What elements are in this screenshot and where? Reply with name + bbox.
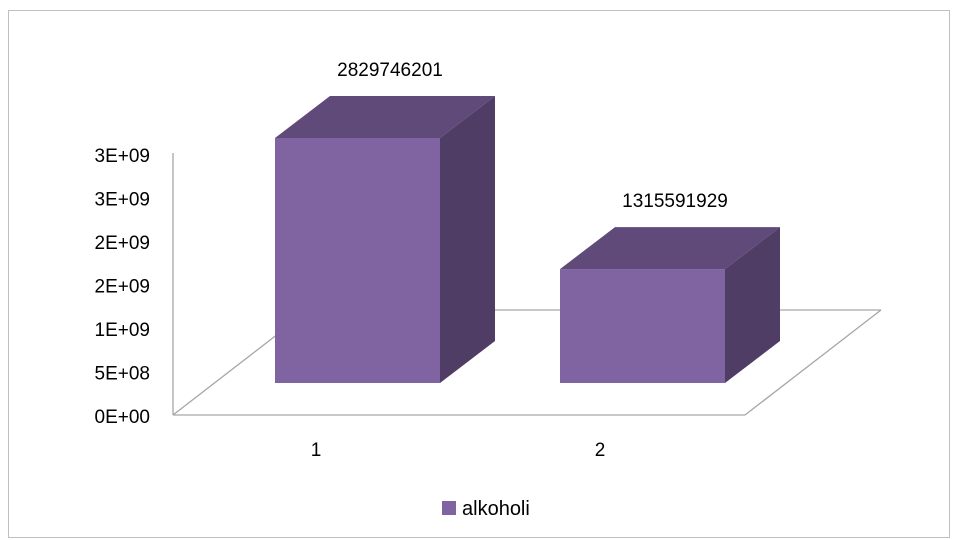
bars: [275, 96, 780, 383]
y-tick-label: 2E+09: [95, 233, 150, 254]
legend-label: alkoholi: [462, 498, 530, 520]
chart-frame: [8, 10, 950, 538]
bar-front-face: [560, 269, 725, 383]
legend: alkoholi: [442, 498, 530, 520]
y-tick-label: 3E+09: [95, 146, 150, 167]
y-tick-label: 5E+08: [95, 364, 150, 385]
y-tick-label: 2E+09: [95, 277, 150, 298]
y-tick-label: 3E+09: [95, 190, 150, 211]
bar-side-face: [440, 96, 495, 383]
floor-right-edge: [744, 309, 882, 416]
bar-top-face: [560, 227, 780, 270]
data-labels: 2829746201 1315591929: [337, 60, 728, 212]
y-tick-label: 0E+00: [95, 407, 150, 428]
bar-2: [560, 227, 780, 383]
y-tick-label: 1E+09: [95, 320, 150, 341]
x-category-label: 1: [311, 440, 322, 461]
data-label: 1315591929: [622, 191, 728, 212]
legend-swatch: [442, 501, 456, 515]
bar-side-face: [725, 227, 780, 383]
x-category-label: 2: [595, 440, 606, 461]
bar-top-face: [275, 96, 495, 138]
y-axis-ticks: 0E+00 5E+08 1E+09 2E+09 2E+09 3E+09 3E+09: [95, 146, 150, 428]
bar-1: [275, 96, 495, 383]
data-label: 2829746201: [337, 60, 443, 81]
bar-front-face: [275, 138, 440, 383]
